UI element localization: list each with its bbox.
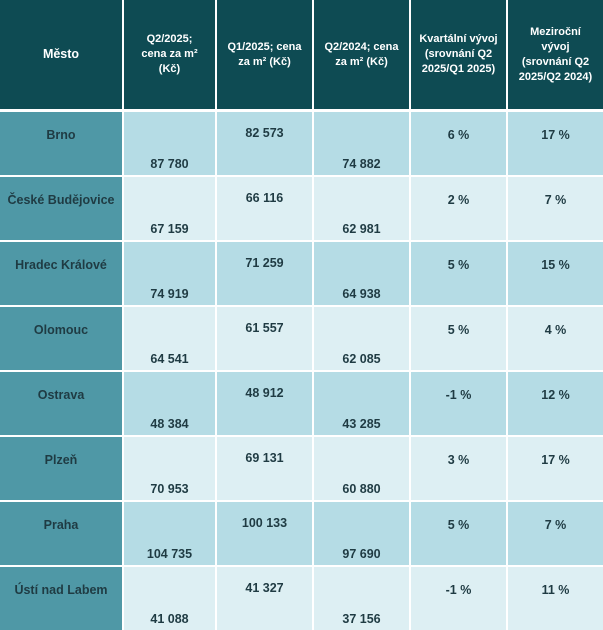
cell-q2-2024: 74 882 — [313, 110, 411, 177]
cell-yearly-change: 11 % — [507, 566, 603, 630]
header-q2-2024: Q2/2024; cena za m² (Kč) — [313, 0, 411, 112]
cell-q2-2025: 67 159 — [123, 176, 217, 242]
cell-q2-2025: 41 088 — [123, 566, 217, 630]
cell-yearly-change: 15 % — [507, 241, 603, 307]
table-row: Ústí nad Labem 41 088 41 327 37 156 -1 % 11 % — [0, 566, 603, 630]
header-yearly-change: Meziroční vývoj (srovnání Q2 2025/Q2 202… — [507, 0, 603, 112]
cell-yearly-change: 4 % — [507, 306, 603, 372]
cell-q2-2025: 48 384 — [123, 371, 217, 437]
cell-q1-2025: 100 133 — [216, 501, 314, 567]
cell-city: Olomouc — [0, 306, 124, 372]
cell-q2-2024: 62 981 — [313, 176, 411, 242]
cell-city: Ústí nad Labem — [0, 566, 124, 630]
table-row: Plzeň 70 953 69 131 60 880 3 % 17 % — [0, 436, 603, 502]
cell-q2-2024: 60 880 — [313, 436, 411, 502]
table-row: Ostrava 48 384 48 912 43 285 -1 % 12 % — [0, 371, 603, 437]
cell-city: České Budějovice — [0, 176, 124, 242]
cell-q1-2025: 61 557 — [216, 306, 314, 372]
cell-quarterly-change: 2 % — [410, 176, 508, 242]
cell-quarterly-change: -1 % — [410, 566, 508, 630]
cell-quarterly-change: -1 % — [410, 371, 508, 437]
cell-q2-2025: 64 541 — [123, 306, 217, 372]
header-q1-2025: Q1/2025; cena za m² (Kč) — [216, 0, 314, 112]
cell-yearly-change: 7 % — [507, 176, 603, 242]
header-city: Město — [0, 0, 124, 112]
cell-q2-2025: 70 953 — [123, 436, 217, 502]
header-q2-2025: Q2/2025; cena za m² (Kč) — [123, 0, 217, 112]
cell-quarterly-change: 3 % — [410, 436, 508, 502]
cell-q2-2024: 64 938 — [313, 241, 411, 307]
cell-yearly-change: 12 % — [507, 371, 603, 437]
cell-q1-2025: 66 116 — [216, 176, 314, 242]
cell-yearly-change: 17 % — [507, 436, 603, 502]
cell-quarterly-change: 5 % — [410, 501, 508, 567]
cell-q2-2025: 104 735 — [123, 501, 217, 567]
table-row: Olomouc 64 541 61 557 62 085 5 % 4 % — [0, 306, 603, 372]
cell-q1-2025: 69 131 — [216, 436, 314, 502]
table-row: Hradec Králové 74 919 71 259 64 938 5 % 15 % — [0, 241, 603, 307]
cell-q2-2024: 37 156 — [313, 566, 411, 630]
cell-quarterly-change: 5 % — [410, 306, 508, 372]
cell-city: Ostrava — [0, 371, 124, 437]
cell-city: Hradec Králové — [0, 241, 124, 307]
cell-q2-2024: 62 085 — [313, 306, 411, 372]
cell-q2-2025: 74 919 — [123, 241, 217, 307]
header-quarterly-change: Kvartální vývoj (srovnání Q2 2025/Q1 202… — [410, 0, 508, 112]
cell-q2-2024: 97 690 — [313, 501, 411, 567]
cell-city: Brno — [0, 110, 124, 177]
cell-q1-2025: 71 259 — [216, 241, 314, 307]
cell-yearly-change: 17 % — [507, 110, 603, 177]
cell-yearly-change: 7 % — [507, 501, 603, 567]
cell-quarterly-change: 5 % — [410, 241, 508, 307]
cell-city: Plzeň — [0, 436, 124, 502]
cell-city: Praha — [0, 501, 124, 567]
cell-quarterly-change: 6 % — [410, 110, 508, 177]
header-row: Město Q2/2025; cena za m² (Kč) Q1/2025; … — [0, 0, 603, 112]
cell-q1-2025: 82 573 — [216, 110, 314, 177]
cell-q2-2024: 43 285 — [313, 371, 411, 437]
cell-q2-2025: 87 780 — [123, 110, 217, 177]
table-row: Praha 104 735 100 133 97 690 5 % 7 % — [0, 501, 603, 567]
cell-q1-2025: 41 327 — [216, 566, 314, 630]
cell-q1-2025: 48 912 — [216, 371, 314, 437]
table-row: Brno 87 780 82 573 74 882 6 % 17 % — [0, 110, 603, 177]
table-row: České Budějovice 67 159 66 116 62 981 2 % 7 % — [0, 176, 603, 242]
